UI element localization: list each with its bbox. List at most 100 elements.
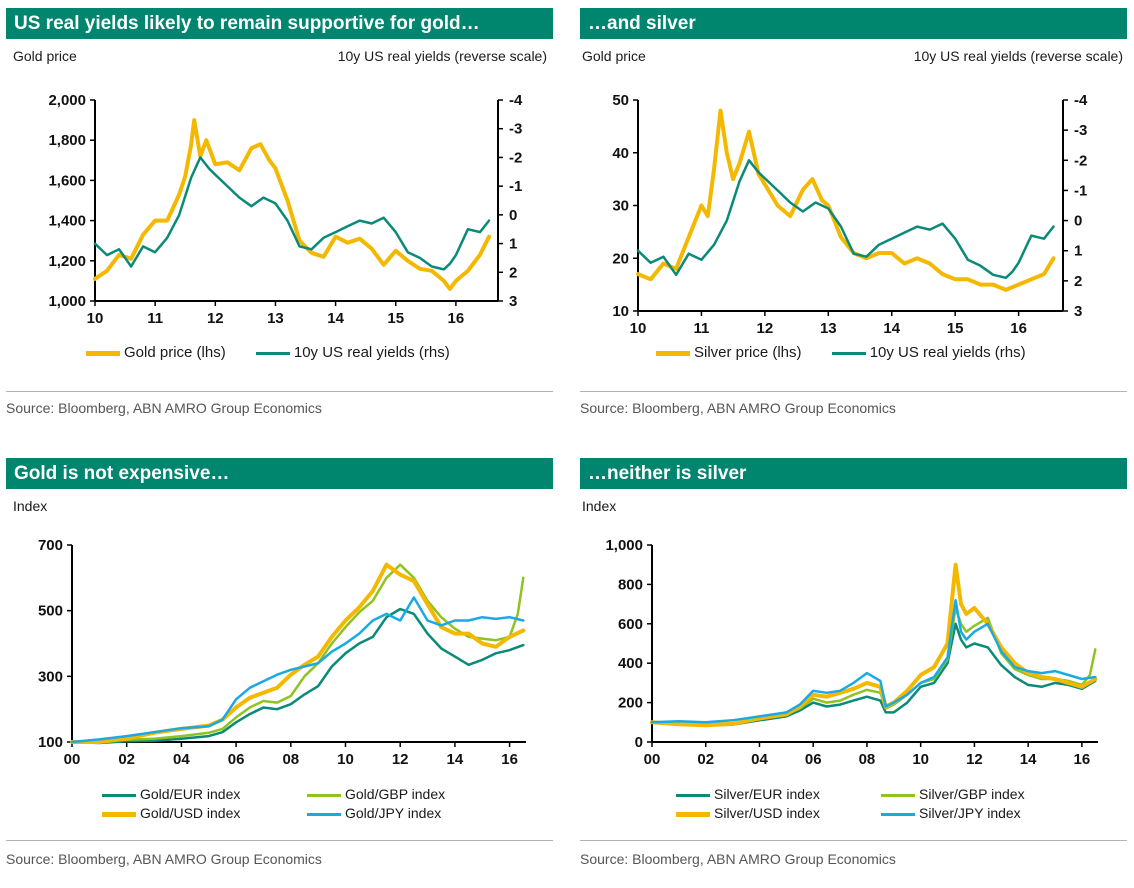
legend-swatch-gold — [102, 811, 136, 817]
legend-label: 10y US real yields (rhs) — [293, 344, 450, 361]
series-line-gold-usd-index — [70, 562, 526, 744]
panel-title: …and silver — [580, 8, 1127, 39]
legend-item-gold-jpy: Gold/JPY index — [307, 804, 441, 823]
legend-item-silver-gbp: Silver/GBP index — [881, 785, 1025, 804]
x-tick-label: 13 — [267, 310, 284, 327]
silver-currency-index-chart: 0 200 400 600 800 1,000 00 02 04 06 08 10 12 14 16 — [605, 537, 1098, 768]
y-tick-label: 500 — [38, 603, 63, 620]
divider — [6, 391, 553, 392]
panel-title: Gold is not expensive… — [6, 458, 553, 489]
right-axis-unit: 10y US real yields (reverse scale) — [913, 48, 1123, 64]
x-tick-label: 02 — [118, 751, 135, 768]
chart-panel-gold-indices: Gold is not expensive… Index 100 300 500 70… — [6, 458, 553, 888]
legend-swatch-teal — [102, 793, 136, 797]
legend-label: Gold/JPY index — [345, 805, 442, 821]
y2-tick-label: 0 — [509, 207, 517, 224]
x-tick-label: 15 — [947, 320, 964, 336]
y-tick-label: 200 — [618, 695, 643, 712]
left-axis-unit: Gold price — [13, 48, 77, 64]
x-tick-label: 06 — [228, 751, 245, 768]
series-line-silver-usd-index — [650, 562, 1098, 728]
x-tick-label: 12 — [966, 751, 983, 768]
source-note: Source: Bloomberg, ABN AMRO Group Econom… — [6, 400, 322, 416]
x-tick-label: 12 — [392, 751, 409, 768]
chart-panel-gold-real-yields: US real yields likely to remain supporti… — [6, 8, 553, 438]
legend-item-silver-jpy: Silver/JPY index — [881, 804, 1021, 823]
legend-swatch-gold — [656, 350, 690, 356]
y-tick-label: 700 — [38, 537, 63, 554]
source-note: Source: Bloomberg, ABN AMRO Group Econom… — [580, 400, 896, 416]
legend-label: Silver/JPY index — [919, 805, 1021, 821]
y2-tick-label: 2 — [1074, 273, 1082, 290]
legend: Silver price (lhs) 10y US real yields (r… — [656, 344, 1126, 361]
series-line-silver-jpy-index — [650, 598, 1097, 724]
y-tick-label: 1,200 — [48, 253, 86, 270]
legend-swatch-lightgreen — [307, 793, 341, 797]
divider — [580, 391, 1127, 392]
y2-tick-label: -1 — [1074, 182, 1087, 199]
legend-label: Gold/GBP index — [345, 786, 446, 802]
x-tick-label: 14 — [1020, 751, 1037, 768]
y-tick-label: 300 — [38, 668, 63, 685]
x-tick-label: 06 — [805, 751, 822, 768]
left-axis-unit: Gold price — [582, 48, 646, 64]
x-tick-label: 14 — [447, 751, 464, 768]
left-axis-unit: Index — [13, 498, 48, 514]
y2-tick-label: -1 — [509, 178, 522, 195]
left-axis-unit: Index — [582, 498, 617, 514]
x-tick-label: 13 — [820, 320, 837, 336]
y-tick-label: 30 — [612, 198, 629, 215]
x-tick-label: 08 — [282, 751, 299, 768]
x-tick-label: 16 — [1074, 751, 1091, 768]
x-tick-label: 11 — [147, 310, 163, 327]
legend-row: Gold/USD index Gold/JPY index — [102, 804, 522, 823]
legend-label: Gold price (lhs) — [124, 344, 226, 361]
legend-item-silver-usd: Silver/USD index — [676, 804, 881, 823]
y2-tick-label: -3 — [509, 121, 522, 138]
series-line-gold-price-lhs — [93, 118, 491, 291]
y2-tick-label: -2 — [1074, 152, 1087, 169]
series-line-10y-us-real-yields-rhs — [636, 159, 1055, 280]
series-line-gold-eur-index — [70, 607, 525, 745]
y-tick-label: 1,000 — [605, 537, 643, 554]
legend-item-real-yields: 10y US real yields (rhs) — [255, 344, 450, 361]
y-tick-label: 1,800 — [48, 132, 86, 149]
x-tick-label: 10 — [337, 751, 354, 768]
source-note: Source: Bloomberg, ABN AMRO Group Econom… — [6, 851, 322, 867]
y-tick-label: 1,600 — [48, 172, 86, 189]
y-tick-label: 40 — [612, 145, 629, 162]
x-tick-label: 10 — [630, 320, 647, 336]
y2-tick-label: 3 — [1074, 303, 1082, 320]
x-tick-label: 10 — [912, 751, 929, 768]
x-tick-label: 02 — [697, 751, 714, 768]
x-tick-label: 16 — [1010, 320, 1027, 336]
x-tick-label: 04 — [751, 751, 768, 768]
divider — [6, 840, 553, 841]
divider — [580, 840, 1127, 841]
legend-item-gold-usd: Gold/USD index — [102, 804, 307, 823]
legend-label: Silver/GBP index — [919, 786, 1025, 802]
right-axis-unit: 10y US real yields (reverse scale) — [337, 48, 547, 64]
y-tick-label: 1,000 — [48, 293, 86, 310]
y-tick-label: 0 — [635, 734, 643, 751]
legend-row: Gold/EUR index Gold/GBP index — [102, 785, 522, 804]
y2-tick-label: -4 — [509, 92, 523, 109]
series-line-10y-us-real-yields-rhs — [93, 156, 491, 271]
series-line-silver-eur-index — [650, 622, 1097, 727]
y-tick-label: 600 — [618, 616, 643, 633]
series-line-gold-jpy-index — [70, 596, 525, 744]
y-tick-label: 10 — [612, 303, 629, 320]
x-tick-label: 14 — [327, 310, 344, 327]
legend-item-silver-price: Silver price (lhs) — [656, 344, 802, 361]
y-tick-label: 100 — [38, 734, 63, 751]
legend: Gold price (lhs) 10y US real yields (rhs… — [86, 344, 546, 361]
legend-label: Silver/EUR index — [714, 786, 820, 802]
chart-panel-silver-real-yields: …and silver Gold price 10y US real yield… — [580, 8, 1127, 438]
legend-swatch-teal — [831, 351, 866, 355]
y-tick-label: 800 — [618, 576, 643, 593]
legend-item-silver-eur: Silver/EUR index — [676, 785, 881, 804]
chart-panel-silver-indices: …neither is silver Index 0 200 400 600 800 1,… — [580, 458, 1127, 888]
legend-swatch-gold — [676, 811, 710, 817]
y2-tick-label: 2 — [509, 264, 517, 281]
panel-title: …neither is silver — [580, 458, 1127, 489]
